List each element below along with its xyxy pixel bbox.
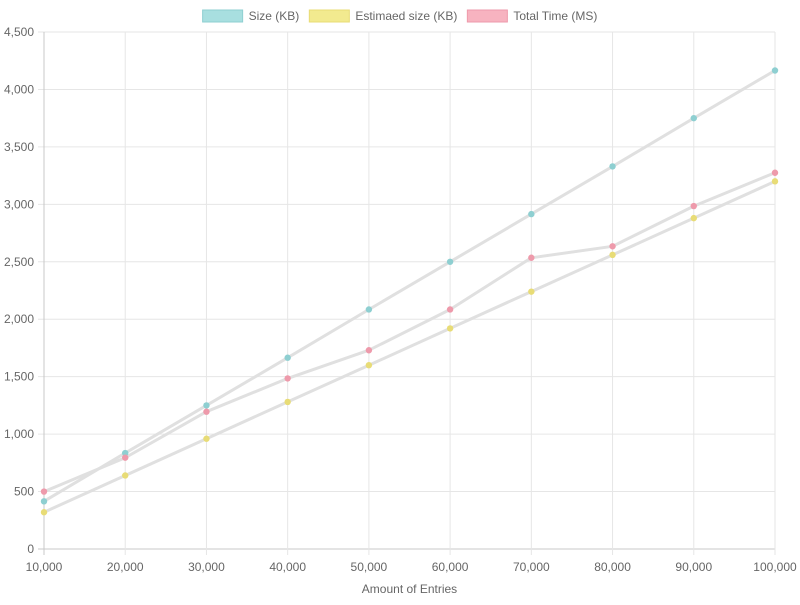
x-tick-label: 10,000 — [26, 560, 63, 574]
legend-label[interactable]: Size (KB) — [249, 9, 300, 23]
data-point — [690, 114, 697, 122]
data-point — [122, 454, 129, 461]
legend-swatch[interactable] — [308, 9, 350, 23]
y-tick-label: 500 — [14, 485, 34, 499]
data-point — [771, 169, 779, 176]
data-point — [690, 202, 697, 210]
data-point — [609, 163, 616, 170]
legend-swatch[interactable] — [466, 9, 508, 23]
data-point — [284, 354, 291, 361]
data-point — [609, 251, 616, 259]
legend: Size (KB) Estimaed size (KB) Total Time (M… — [202, 9, 597, 23]
data-point — [528, 254, 535, 261]
legend-label[interactable]: Estimaed size (KB) — [355, 9, 457, 23]
series-line — [43, 180, 776, 514]
legend-label[interactable]: Total Time (MS) — [513, 9, 597, 23]
data-point — [365, 306, 373, 313]
data-point — [122, 472, 129, 479]
data-point — [528, 288, 535, 295]
data-point — [771, 178, 779, 185]
data-point — [122, 449, 129, 457]
series-line — [43, 171, 776, 493]
data-point — [771, 67, 779, 74]
y-tick-label: 3,000 — [4, 197, 34, 211]
x-tick-label: 60,000 — [432, 560, 469, 574]
y-tick-label: 1,000 — [4, 427, 34, 441]
data-point — [446, 325, 454, 332]
grid — [38, 31, 776, 555]
x-tick-label: 90,000 — [675, 560, 712, 574]
y-tick-label: 1,500 — [4, 370, 34, 384]
y-tick-label: 2,500 — [4, 255, 34, 269]
y-tick-label: 0 — [27, 542, 34, 556]
x-tick-label: 30,000 — [188, 560, 225, 574]
data-point — [40, 509, 48, 516]
data-point — [40, 488, 48, 495]
y-tick-label: 3,500 — [4, 140, 34, 154]
data-point — [446, 258, 454, 265]
axes: 0 500 1,000 1,500 2,000 2,500 3,000 3,500 4,000 4… — [4, 25, 797, 574]
x-tick-label: 20,000 — [107, 560, 144, 574]
x-tick-label: 70,000 — [513, 560, 550, 574]
legend-swatch[interactable] — [202, 9, 244, 23]
x-axis-title: Amount of Entries — [362, 582, 457, 596]
data-point — [609, 243, 616, 250]
data-point — [365, 347, 373, 354]
x-tick-label: 80,000 — [594, 560, 631, 574]
x-tick-label: 100,000 — [753, 560, 797, 574]
y-tick-label: 2,000 — [4, 312, 34, 326]
y-tick-label: 4,500 — [4, 25, 34, 39]
y-tick-label: 4,000 — [4, 82, 34, 96]
series-line — [43, 69, 776, 503]
data-point — [690, 214, 697, 222]
series-lines — [43, 69, 776, 514]
data-point — [40, 498, 48, 505]
data-point — [203, 408, 210, 415]
data-point — [284, 375, 291, 382]
data-point — [203, 435, 210, 442]
data-point — [365, 361, 373, 369]
x-tick-label: 40,000 — [269, 560, 306, 574]
data-point — [528, 210, 535, 218]
x-tick-label: 50,000 — [351, 560, 388, 574]
data-points — [40, 67, 779, 516]
data-point — [203, 402, 210, 409]
data-point — [284, 398, 291, 406]
data-point — [446, 306, 454, 313]
